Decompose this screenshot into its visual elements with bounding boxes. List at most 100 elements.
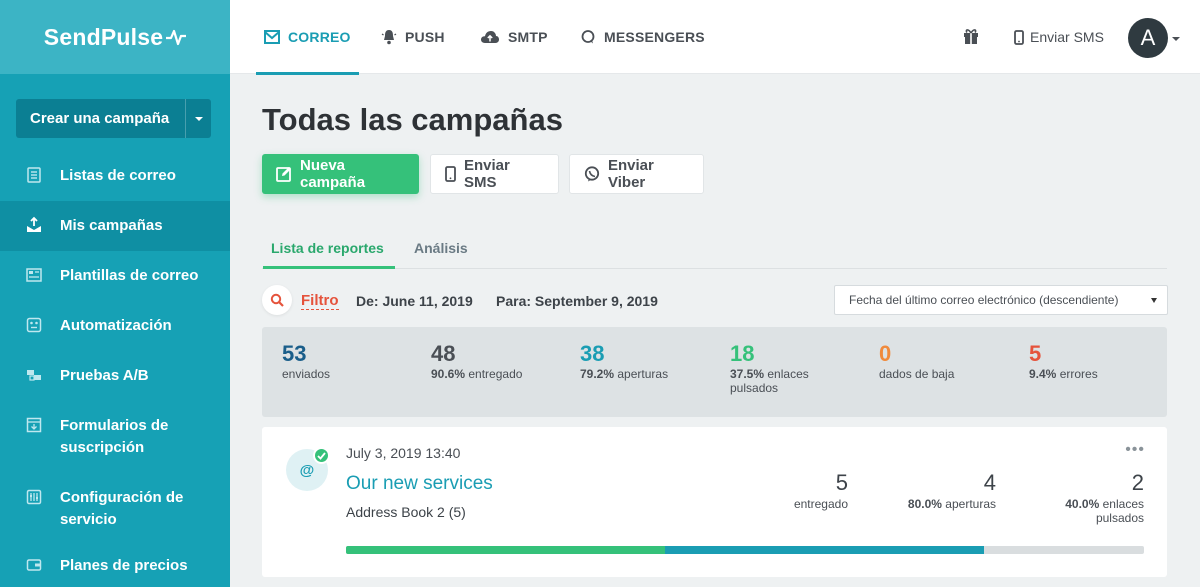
top-bar: CORREO PUSH SMTP MESSENGERS Enviar SMS A [230, 0, 1200, 75]
progress-opens-segment [665, 546, 985, 554]
sidebar-item-label: Pruebas A/B [60, 367, 149, 384]
chat-icon [580, 29, 596, 45]
automation-icon [24, 315, 44, 335]
stat-number: 2 [1131, 470, 1144, 495]
search-icon[interactable] [262, 285, 292, 315]
stat-number: 5 [835, 470, 848, 495]
sidebar-item-label: Plantillas de correo [60, 267, 199, 284]
stat-percent: 37.5% [730, 367, 765, 381]
sidebar-item-campaigns[interactable]: Mis campañas [0, 201, 230, 251]
sidebar-item-label: Planes de precios [60, 557, 188, 574]
gift-icon [962, 27, 980, 48]
send-sms-button-label: Enviar SMS [464, 157, 510, 191]
sidebar-item-label: Listas de correo [60, 167, 176, 184]
sidebar-item-forms[interactable]: Formularios de suscripción [0, 401, 230, 473]
stat-number: 38 [580, 341, 605, 366]
tab-label: Lista de reportes [271, 240, 384, 256]
tab-label: MESSENGERS [604, 29, 705, 45]
campaign-card[interactable]: @ July 3, 2019 13:40 Our new services Ad… [262, 427, 1167, 577]
send-sms-button[interactable]: Enviar SMS [430, 154, 559, 194]
filter-link[interactable]: Filtro [301, 292, 339, 310]
stat-percent: 9.4% [1029, 367, 1057, 381]
logo-text: SendPulse [43, 23, 164, 50]
stat-percent: 40.0% [1065, 497, 1100, 511]
tab-messengers[interactable]: MESSENGERS [580, 0, 705, 74]
stat-label: aperturas [617, 367, 669, 381]
sidebar-item-label: Automatización [60, 317, 172, 334]
campaign-address-book: Address Book 2 (5) [346, 504, 466, 520]
viber-icon [584, 166, 600, 182]
form-icon [24, 415, 44, 435]
report-tabs: Lista de reportes Análisis [262, 228, 1167, 269]
tab-smtp[interactable]: SMTP [480, 0, 548, 74]
create-campaign-button[interactable]: Crear una campaña [16, 99, 211, 138]
send-sms-label: Enviar SMS [1030, 29, 1104, 45]
sidebar-item-templates[interactable]: Plantillas de correo [0, 251, 230, 301]
gift-button[interactable] [962, 0, 980, 74]
tab-label: CORREO [288, 29, 351, 45]
stat-sent: 53 enviados [282, 341, 412, 381]
phone-icon [445, 166, 456, 182]
stat-number: 4 [983, 470, 996, 495]
sidebar-item-ab-tests[interactable]: Pruebas A/B [0, 351, 230, 401]
campaign-stat-opens: 4 80.0% aperturas [908, 469, 996, 511]
bell-icon [381, 29, 397, 45]
stat-percent: 80.0% [907, 497, 942, 511]
create-campaign-dropdown[interactable] [185, 99, 211, 138]
tab-label: PUSH [405, 29, 445, 45]
new-campaign-button[interactable]: Nueva campaña [262, 154, 419, 194]
edit-icon [276, 166, 292, 182]
sidebar-item-settings[interactable]: Configuración de servicio [0, 473, 230, 545]
campaign-icon [24, 215, 44, 235]
filter-row: Filtro De: June 11, 2019 Para: September… [262, 284, 1168, 318]
check-icon [313, 447, 330, 464]
mail-icon [264, 30, 280, 44]
tab-analysis[interactable]: Análisis [414, 228, 468, 268]
stat-number: 53 [282, 341, 307, 366]
template-icon [24, 265, 44, 285]
more-options-icon[interactable]: ••• [1125, 441, 1145, 458]
stat-label: entregado [793, 497, 848, 511]
stat-number: 18 [730, 341, 755, 366]
campaign-stat-delivered: 5 entregado [794, 469, 848, 511]
settings-icon [24, 487, 44, 507]
sidebar-item-automation[interactable]: Automatización [0, 301, 230, 351]
sidebar-nav: Listas de correo Mis campañas Plantillas… [0, 151, 230, 587]
cloud-icon [480, 30, 500, 44]
stat-errors: 5 9.4% errores [1029, 341, 1159, 381]
stat-delivered: 48 90.6% entregado [431, 341, 561, 381]
logo[interactable]: SendPulse [0, 0, 230, 74]
page-title: Todas las campañas [262, 102, 563, 137]
send-viber-label: Enviar Viber [608, 157, 654, 191]
stat-number: 0 [879, 341, 892, 366]
campaign-title[interactable]: Our new services [346, 473, 493, 494]
chevron-down-icon[interactable] [1172, 37, 1180, 41]
pulse-icon [166, 29, 187, 46]
campaign-progress-bar [346, 546, 1144, 554]
stat-unsubscribed: 0 dados de baja [879, 341, 1009, 381]
tab-email[interactable]: CORREO [256, 0, 359, 75]
campaign-stat-clicks: 2 40.0% enlaces pulsados [1044, 469, 1144, 525]
email-at-icon: @ [286, 449, 328, 491]
avatar[interactable]: A [1128, 18, 1168, 58]
send-sms-link[interactable]: Enviar SMS [1014, 0, 1104, 74]
filter-to-date: Para: September 9, 2019 [496, 293, 658, 309]
phone-icon [1014, 29, 1024, 45]
tab-push[interactable]: PUSH [381, 0, 445, 74]
stat-label: entregado [468, 367, 523, 381]
ab-test-icon [24, 365, 44, 385]
create-campaign-label: Crear una campaña [30, 110, 170, 127]
stat-percent: 79.2% [580, 367, 615, 381]
sidebar-item-lists[interactable]: Listas de correo [0, 151, 230, 201]
tab-report-list[interactable]: Lista de reportes [263, 228, 395, 269]
stat-percent: 90.6% [431, 367, 466, 381]
stat-number: 48 [431, 341, 456, 366]
tab-label: Análisis [414, 240, 468, 256]
stat-label: enlaces pulsados [730, 367, 809, 395]
sort-select[interactable]: Fecha del último correo electrónico (des… [834, 285, 1168, 315]
send-viber-button[interactable]: Enviar Viber [569, 154, 704, 194]
sidebar-item-pricing[interactable]: Planes de precios [0, 545, 230, 587]
sidebar-item-label: Formularios de suscripción [60, 417, 169, 456]
progress-delivered-segment [346, 546, 666, 554]
sidebar: SendPulse Crear una campaña Listas de co… [0, 0, 230, 587]
